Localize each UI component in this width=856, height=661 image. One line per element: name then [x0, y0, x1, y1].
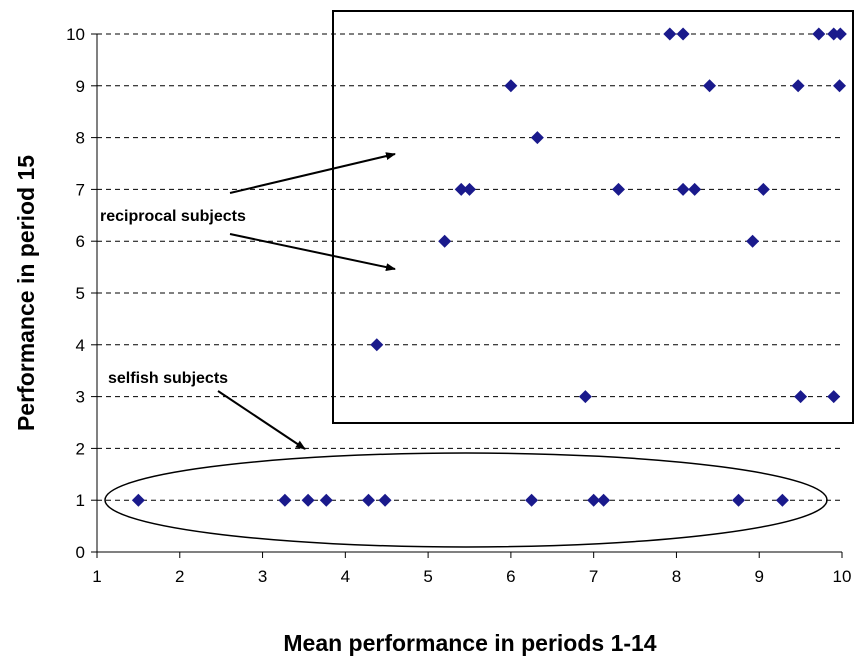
- data-point: [438, 234, 452, 248]
- data-point: [827, 390, 841, 404]
- data-point: [370, 338, 384, 352]
- x-tick-label: 7: [589, 567, 598, 586]
- reciprocal-arrow-upper: [229, 152, 396, 194]
- x-tick-label: 2: [175, 567, 184, 586]
- y-tick-label: 2: [76, 439, 85, 458]
- y-tick-label: 1: [76, 491, 85, 510]
- x-axis-title: Mean performance in periods 1-14: [283, 630, 656, 656]
- data-point: [676, 27, 690, 41]
- x-tick-labels: 1 2 3 4 5 6 7 8 9 10: [92, 552, 851, 586]
- y-axis-title: Performance in period 15: [13, 155, 39, 431]
- data-point: [612, 182, 625, 196]
- y-tick-label: 6: [76, 232, 85, 251]
- data-point: [319, 493, 333, 507]
- x-tick-label: 3: [258, 567, 267, 586]
- data-point: [131, 493, 145, 507]
- reciprocal-arrow-lower: [229, 233, 396, 272]
- data-point: [530, 131, 544, 145]
- selfish-subjects-label: selfish subjects: [108, 370, 228, 387]
- data-point: [676, 182, 690, 196]
- selfish-arrow: [217, 390, 306, 450]
- data-point: [794, 390, 808, 404]
- x-tick-label: 8: [672, 567, 681, 586]
- data-points: [131, 27, 847, 507]
- reciprocal-region-box: [332, 10, 854, 424]
- selfish-region-ellipse: [104, 452, 828, 548]
- data-point: [362, 493, 376, 507]
- y-tick-label: 4: [76, 336, 85, 355]
- data-point: [833, 79, 847, 93]
- y-tick-label: 5: [76, 284, 85, 303]
- y-tick-label: 7: [76, 180, 85, 199]
- x-tick-label: 9: [754, 567, 763, 586]
- x-tick-label: 4: [341, 567, 350, 586]
- x-tick-label: 5: [423, 567, 432, 586]
- data-point: [833, 27, 847, 41]
- data-point: [587, 493, 601, 507]
- x-tick-label: 1: [92, 567, 101, 586]
- data-point: [663, 27, 677, 41]
- reciprocal-subjects-label: reciprocal subjects: [100, 208, 246, 225]
- y-tick-labels: 0 1 2 3 4 5 6 7 8 9 10: [66, 25, 97, 562]
- data-point: [812, 27, 826, 41]
- y-tick-label: 3: [76, 388, 85, 407]
- data-point: [827, 27, 841, 41]
- data-point: [454, 182, 468, 196]
- data-point: [378, 493, 392, 507]
- data-point: [301, 493, 315, 507]
- y-tick-label: 8: [76, 129, 85, 148]
- data-point: [703, 79, 717, 93]
- data-point: [278, 493, 292, 507]
- data-point: [688, 182, 702, 196]
- data-point: [732, 493, 746, 507]
- x-tick-label: 10: [833, 567, 852, 586]
- x-tick-label: 6: [506, 567, 515, 586]
- data-point: [578, 390, 592, 404]
- data-point: [463, 182, 476, 196]
- gridlines: [97, 33, 842, 501]
- data-point: [746, 234, 760, 248]
- data-point: [791, 79, 805, 93]
- data-point: [756, 182, 770, 196]
- data-point: [504, 79, 518, 93]
- y-tick-label: 0: [76, 543, 85, 562]
- y-tick-label: 9: [76, 77, 85, 96]
- data-point: [775, 493, 789, 507]
- y-tick-label: 10: [66, 25, 85, 44]
- data-point: [597, 493, 611, 507]
- data-point: [525, 493, 539, 507]
